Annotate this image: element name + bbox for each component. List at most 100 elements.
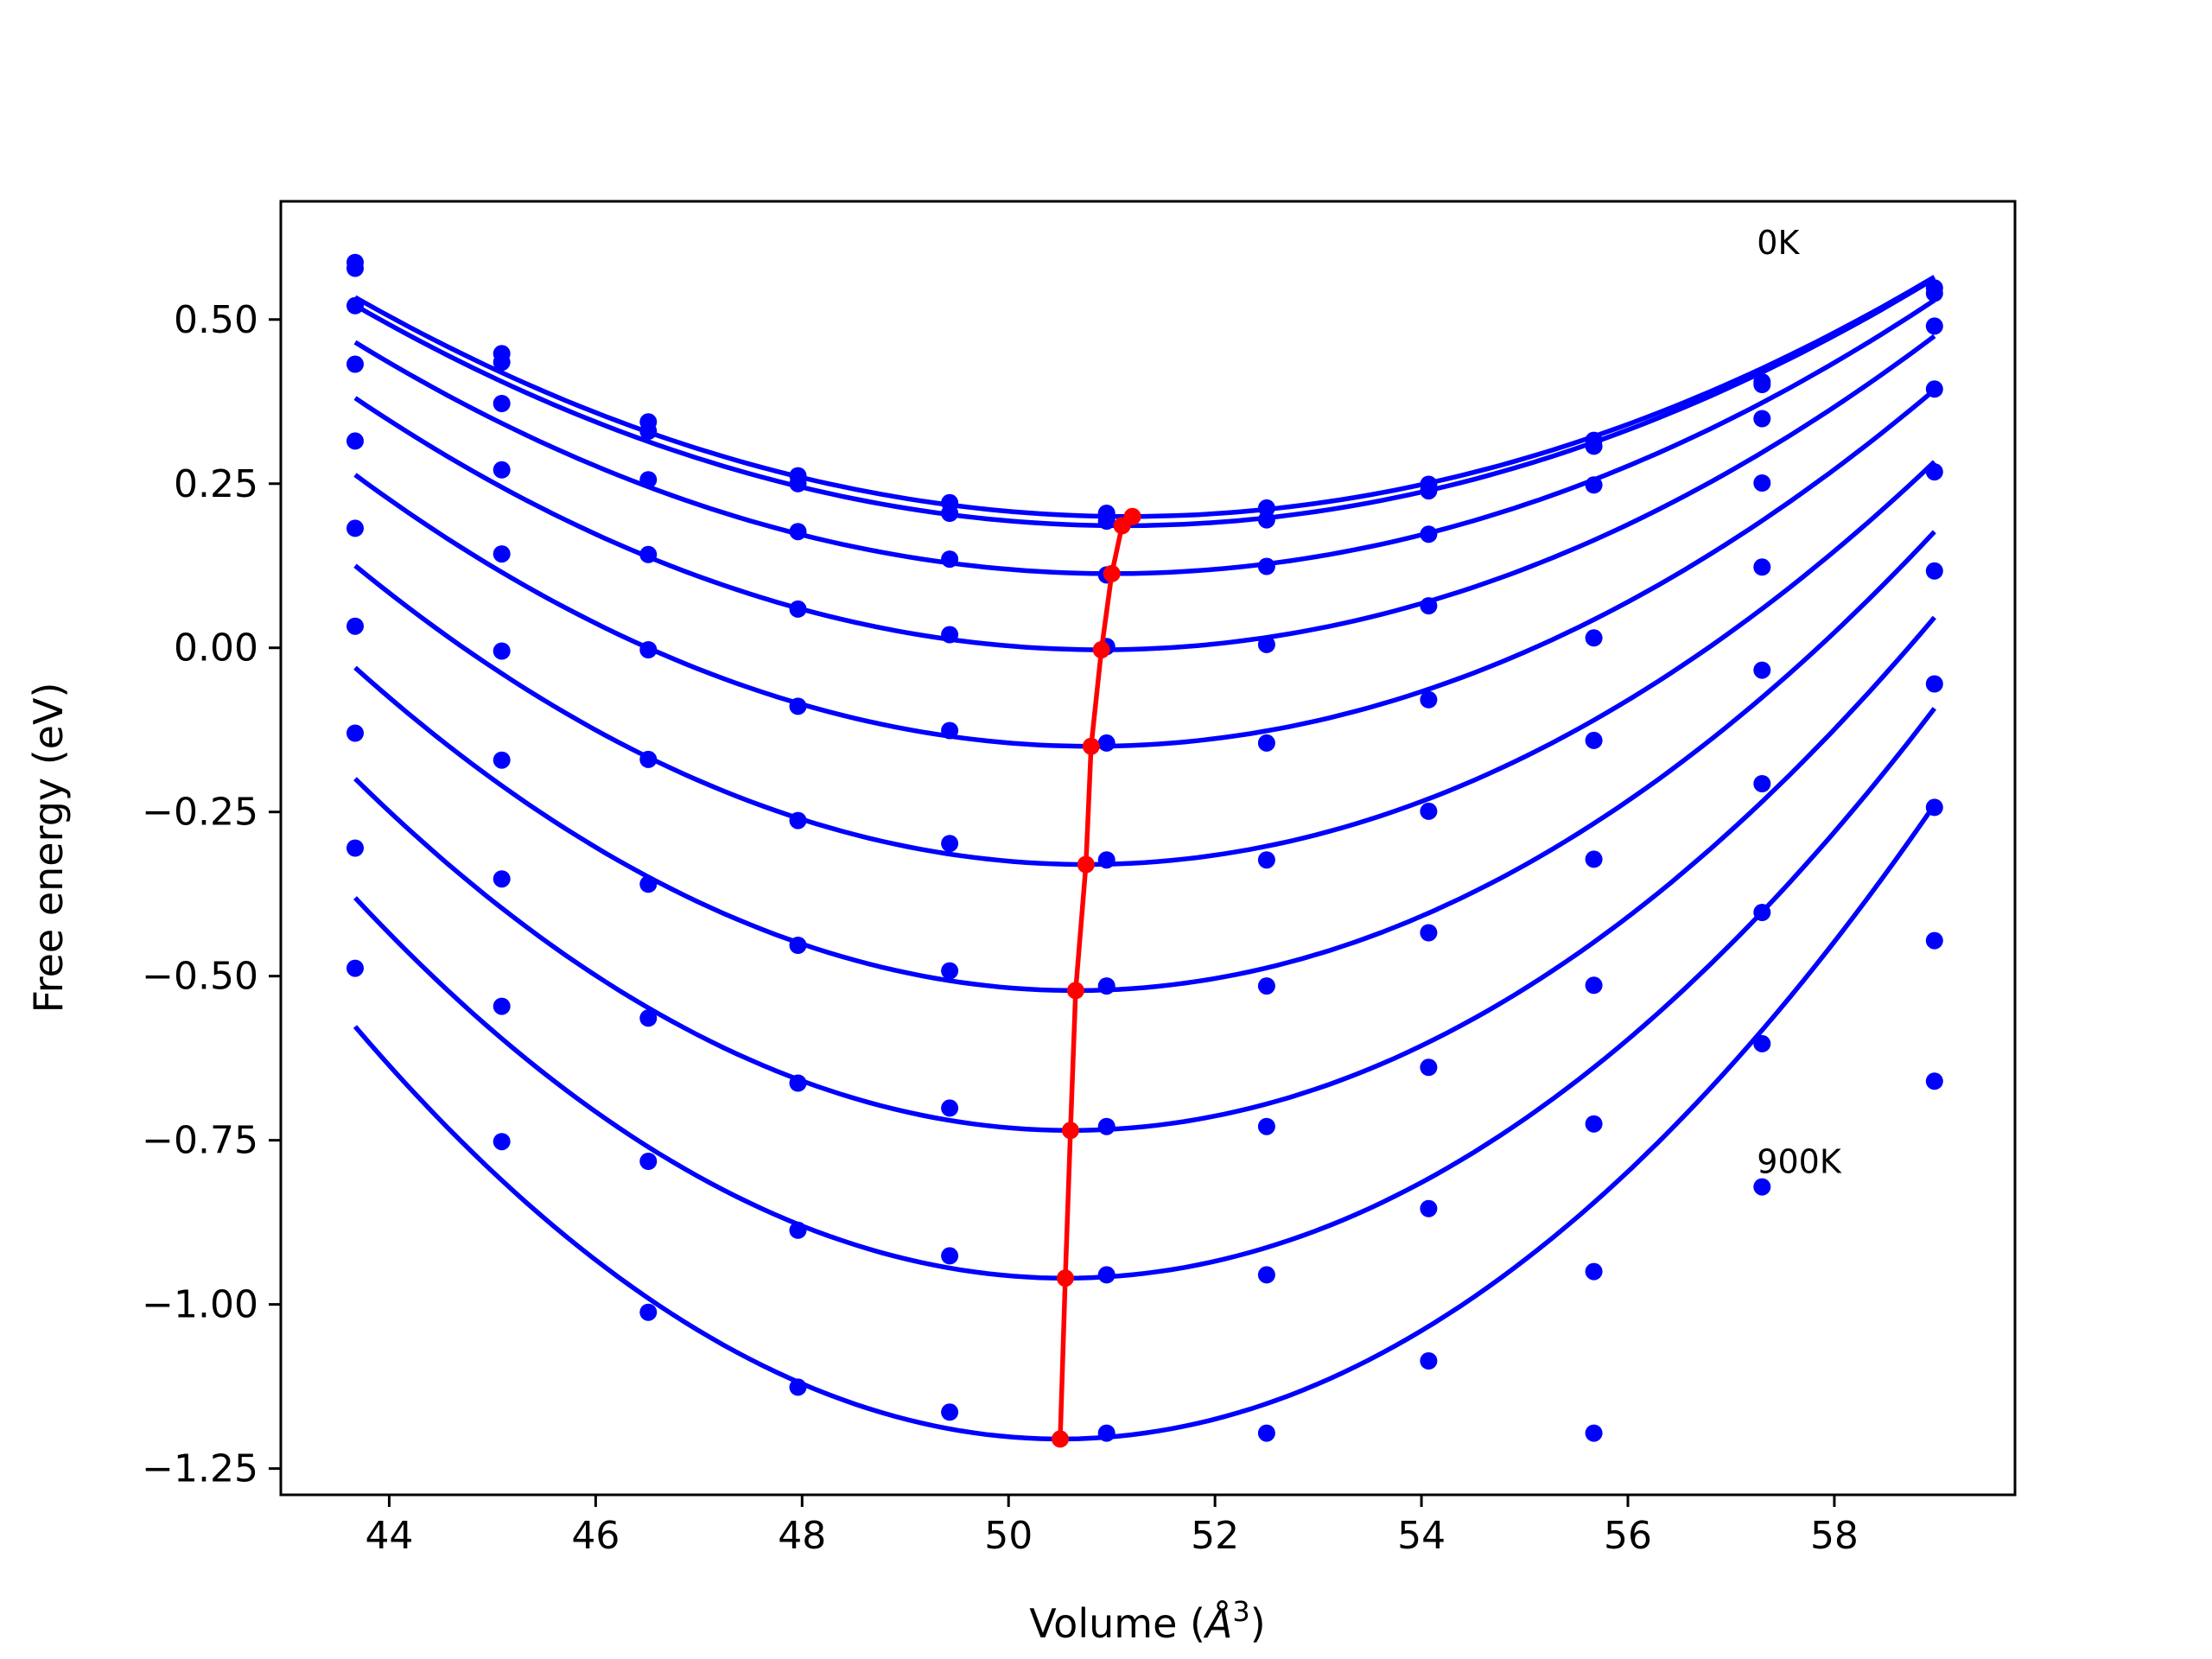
data-point <box>1585 731 1603 749</box>
data-point <box>346 959 364 977</box>
fit-curve-1 <box>353 276 1936 529</box>
y-tick-label: 0.25 <box>174 462 258 506</box>
data-point <box>1257 511 1275 529</box>
data-point <box>1925 931 1943 950</box>
data-point <box>1097 734 1116 752</box>
data-point <box>789 937 807 954</box>
data-point <box>941 1099 959 1117</box>
data-point <box>941 1247 959 1265</box>
data-point <box>1097 1424 1116 1442</box>
data-point <box>639 1009 658 1027</box>
data-point <box>1420 482 1438 500</box>
fit-curve-5 <box>353 460 1936 868</box>
data-point <box>1585 1115 1603 1133</box>
data-point <box>1753 558 1771 576</box>
x-tick-label: 58 <box>1810 1514 1859 1558</box>
fit-curve-8 <box>353 707 1936 1281</box>
data-point <box>1420 690 1438 709</box>
fit-curve-9 <box>353 803 1937 1442</box>
data-point <box>1097 977 1116 995</box>
plot-frame <box>279 200 2017 1497</box>
minimum-point <box>1056 1269 1074 1287</box>
data-point <box>789 523 807 541</box>
data-point <box>1257 499 1275 517</box>
data-point <box>1585 476 1603 494</box>
annotation-0k: 0K <box>1757 224 1800 262</box>
x-axis-label: Volume (Å3) <box>1029 1595 1265 1647</box>
data-point <box>1097 1117 1116 1135</box>
data-point <box>493 997 511 1015</box>
data-point <box>1585 976 1603 995</box>
data-point <box>346 839 364 857</box>
data-point <box>1925 675 1943 693</box>
data-point <box>346 724 364 742</box>
minimum-point <box>1061 1122 1079 1140</box>
data-point <box>1585 1262 1603 1281</box>
data-point <box>493 353 511 372</box>
y-tick-label: 0.50 <box>174 298 258 342</box>
data-point <box>639 641 658 658</box>
x-tick-label: 52 <box>1191 1514 1239 1558</box>
minimum-point <box>1103 564 1121 582</box>
y-tick-label: −0.25 <box>142 791 258 835</box>
data-point <box>1753 410 1771 428</box>
data-point <box>639 1303 658 1321</box>
data-point <box>941 835 959 853</box>
data-point <box>639 875 658 893</box>
data-point <box>493 642 511 660</box>
data-point <box>346 355 364 373</box>
data-point <box>1753 1178 1771 1196</box>
data-point <box>1585 850 1603 868</box>
data-point <box>1585 629 1603 647</box>
data-point <box>1097 512 1116 531</box>
data-point <box>1753 661 1771 679</box>
data-point <box>789 1378 807 1396</box>
minimum-point <box>1052 1430 1069 1448</box>
data-point <box>639 423 658 440</box>
data-point <box>1753 775 1771 792</box>
data-point <box>1585 1424 1603 1442</box>
data-point <box>1925 317 1943 335</box>
x-tick-label: 56 <box>1604 1514 1652 1558</box>
data-point <box>493 870 511 888</box>
data-point <box>346 519 364 537</box>
plot-content <box>346 253 1943 1448</box>
data-point <box>1257 1117 1275 1135</box>
data-point <box>789 697 807 715</box>
data-point <box>789 1221 807 1239</box>
data-point <box>1257 635 1275 653</box>
data-point <box>493 395 511 412</box>
annotations: 0K 900K <box>1757 224 1842 1181</box>
data-point <box>941 1403 959 1421</box>
data-point <box>1257 851 1275 869</box>
fit-curve-2 <box>353 298 1936 576</box>
data-point <box>639 471 658 489</box>
data-point <box>1420 1352 1438 1370</box>
data-point <box>1753 1034 1771 1052</box>
data-point <box>1420 802 1438 820</box>
data-point <box>1925 1072 1943 1090</box>
annotation-900k: 900K <box>1757 1143 1842 1181</box>
y-tick-label: −0.50 <box>142 955 258 999</box>
minimum-point <box>1066 982 1084 1000</box>
data-point <box>493 545 511 563</box>
data-point <box>941 721 959 740</box>
y-tick-label: 0.00 <box>174 626 258 671</box>
minimum-point <box>1082 737 1100 755</box>
data-point <box>1257 1424 1275 1442</box>
data-point <box>1925 562 1943 580</box>
data-point <box>639 750 658 768</box>
data-point <box>346 617 364 635</box>
data-point <box>789 1074 807 1092</box>
x-tick-label: 54 <box>1397 1514 1446 1558</box>
data-point <box>1257 1266 1275 1284</box>
data-point <box>1585 437 1603 455</box>
data-point <box>639 1153 658 1170</box>
y-tick-label: −0.75 <box>142 1119 258 1163</box>
data-point <box>1420 1199 1438 1217</box>
x-tick-label: 44 <box>365 1514 413 1558</box>
minimum-point <box>1113 517 1131 535</box>
data-point <box>346 296 364 315</box>
